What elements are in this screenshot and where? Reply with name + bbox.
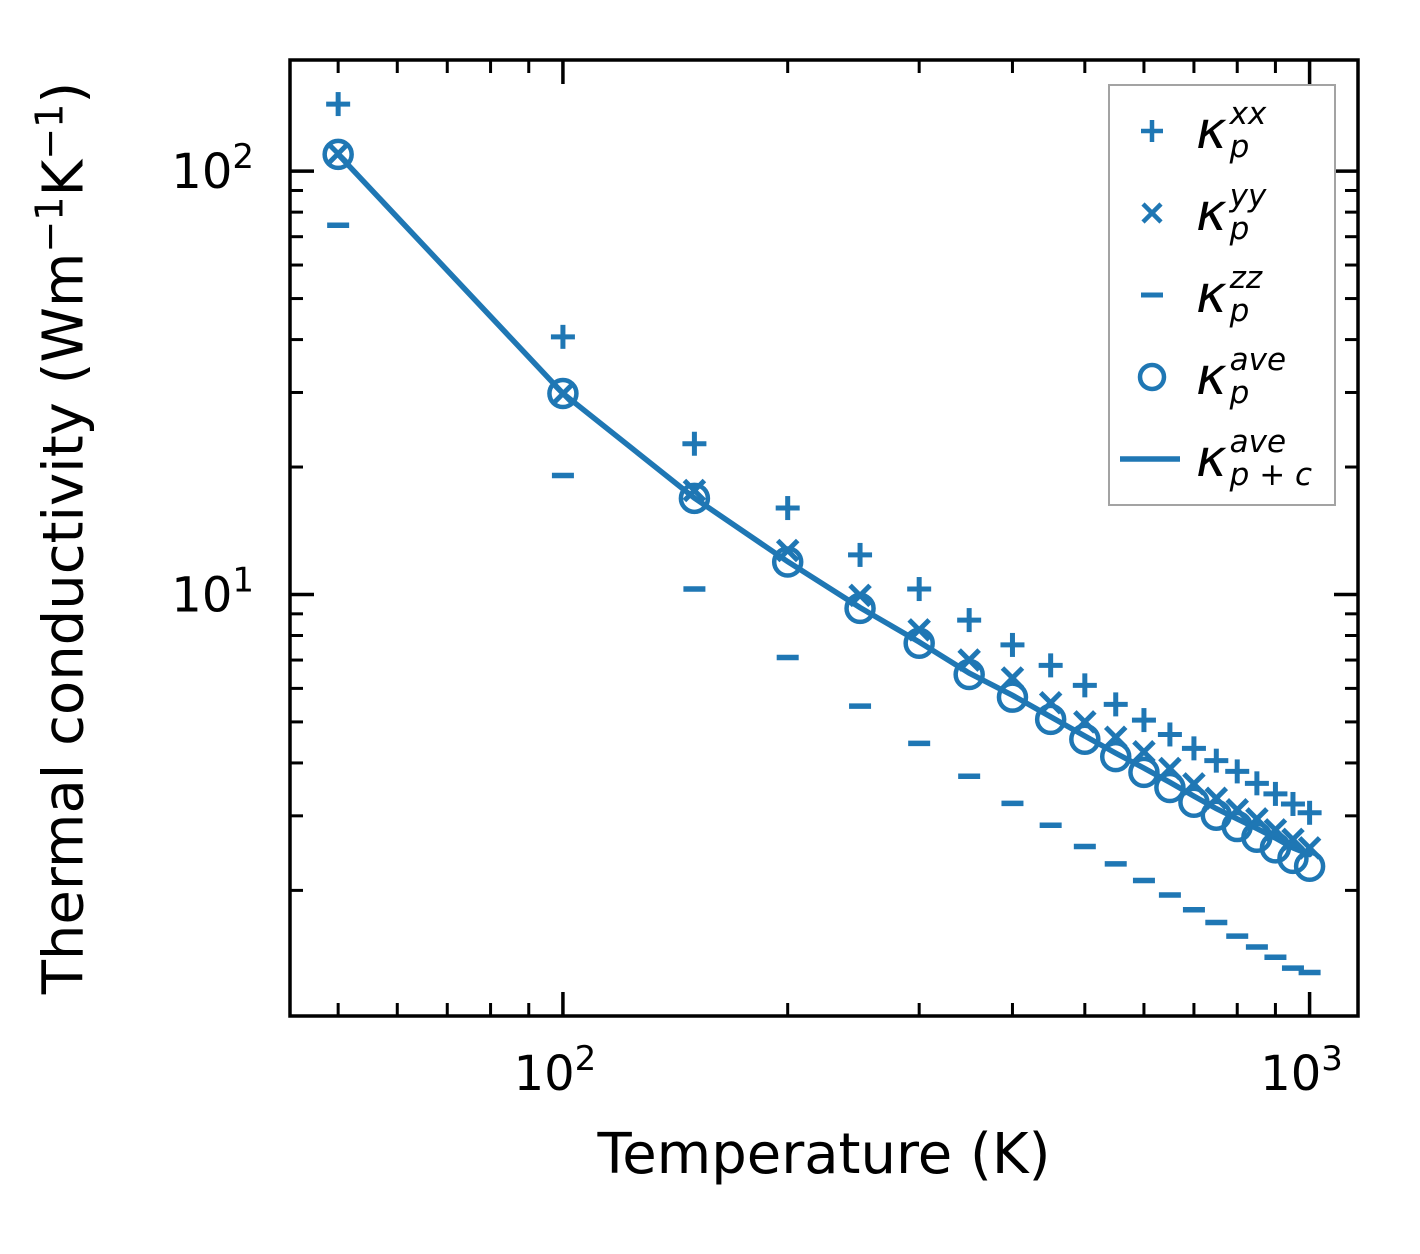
legend-label: κ xx p	[1196, 98, 1266, 163]
legend-label: κ ave p + c	[1196, 426, 1312, 491]
circle-marker-icon	[1116, 357, 1188, 397]
kappa-symbol: κ	[1196, 347, 1227, 407]
legend-superscript: ave	[1229, 342, 1287, 379]
plot-frame	[288, 58, 1360, 1018]
legend: κ xx p κ yy p κ zz p κ ave p κ ave p + c	[1108, 84, 1336, 506]
legend-label: κ ave p	[1196, 344, 1286, 409]
kappa-symbol: κ	[1196, 265, 1227, 325]
x-axis-label: Temperature (K)	[290, 1122, 1358, 1187]
legend-superscript: yy	[1229, 178, 1267, 215]
y-axis-label: Thermal conductivity (Wm−1K−1)	[28, 82, 97, 995]
legend-item-kyy: κ yy p	[1116, 180, 1334, 245]
y-axis-label-pre: Thermal conductivity (Wm	[31, 252, 97, 995]
series-kave-markers	[322, 138, 1326, 883]
tick-label: 102	[514, 1039, 597, 1102]
line-marker-icon	[1116, 439, 1188, 479]
legend-item-kxx: κ xx p	[1116, 98, 1334, 163]
series-kxx-markers	[326, 92, 1322, 825]
legend-item-kpc: κ ave p + c	[1116, 426, 1334, 491]
tick-label: 102	[171, 137, 254, 200]
legend-item-kzz: κ zz p	[1116, 262, 1334, 327]
y-axis-label-mid: K	[31, 159, 97, 197]
kappa-symbol: κ	[1196, 429, 1227, 489]
x-axis-ticks	[336, 60, 1312, 1016]
legend-label: κ zz p	[1196, 262, 1262, 327]
legend-superscript: xx	[1229, 96, 1267, 133]
legend-subscript: p	[1229, 211, 1250, 247]
legend-item-kave: κ ave p	[1116, 344, 1334, 409]
y-axis-label-post: )	[31, 81, 97, 104]
y-axis-label-sup1: −1	[27, 196, 72, 253]
x-axis-label-text: Temperature (K)	[597, 1122, 1051, 1187]
legend-subscript: p	[1229, 375, 1250, 411]
legend-label: κ yy p	[1196, 180, 1266, 245]
y-axis-label-sup2: −1	[27, 103, 72, 160]
legend-superscript: zz	[1229, 260, 1263, 297]
legend-subscript: p	[1229, 129, 1250, 165]
plus-marker-icon	[1116, 111, 1188, 151]
data-series	[322, 92, 1326, 976]
tick-label: 103	[1260, 1039, 1343, 1102]
kappa-symbol: κ	[1196, 101, 1227, 161]
tick-label: 101	[171, 560, 254, 623]
y-axis-ticks	[290, 169, 1358, 892]
legend-subscript: p	[1229, 293, 1250, 329]
legend-subscript: p + c	[1229, 457, 1313, 493]
minus-marker-icon	[1116, 275, 1188, 315]
series-kzz-markers	[327, 222, 1321, 976]
x-marker-icon	[1116, 193, 1188, 233]
kappa-symbol: κ	[1196, 183, 1227, 243]
legend-superscript: ave	[1229, 424, 1287, 461]
